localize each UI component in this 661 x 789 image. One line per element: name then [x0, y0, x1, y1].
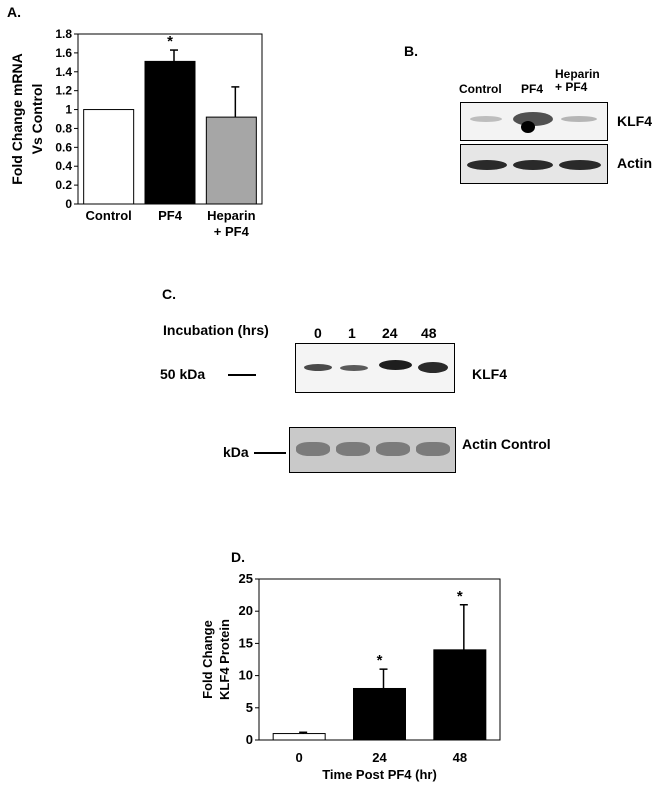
- chart-d-bar: [272, 733, 326, 741]
- blot-b-actin-strip: [460, 144, 608, 184]
- chart-d-category-label: 0: [296, 750, 303, 765]
- blot-b: Control PF4 Heparin + PF4 KLF4 Actin: [455, 66, 655, 191]
- chart-d-y-axis-label: Fold Change: [200, 620, 215, 699]
- chart-d-x-axis-label: Time Post PF4 (hr): [322, 767, 437, 782]
- blot-b-lane-heparin: Heparin + PF4: [555, 67, 600, 94]
- blot-c-klf4-strip: [295, 343, 455, 393]
- blot-c-actin-strip: [289, 427, 456, 473]
- chart-a-y-tick-label: 0: [65, 197, 72, 211]
- blot-c-actin-label: Actin Control: [462, 436, 551, 452]
- blot-c-band: [418, 362, 448, 373]
- blot-b-band: [467, 160, 507, 170]
- blot-b-band: [521, 121, 535, 133]
- chart-d-y-tick-label: 20: [239, 603, 253, 618]
- chart-d-y-tick-label: 10: [239, 668, 253, 683]
- blot-c-lane-48: 48: [421, 325, 437, 341]
- chart-a-category-label: PF4: [158, 208, 183, 223]
- chart-a-y-tick-label: 1.4: [55, 65, 72, 79]
- chart-d: 0 5 10 15 20 25 0 * 24 * 48 Fold Change KLF4 Protein…: [200, 571, 501, 782]
- chart-d-y-axis-label: KLF4 Protein: [217, 619, 232, 700]
- blot-c-band: [416, 442, 450, 456]
- chart-a-y-tick-label: 0.8: [55, 121, 72, 135]
- chart-a-category-label: Heparin: [207, 208, 255, 223]
- blot-c-band: [340, 365, 368, 371]
- chart-a-y-tick-label: 1: [65, 103, 72, 117]
- blot-b-band: [561, 116, 597, 122]
- chart-a-significance-mark: *: [167, 33, 173, 50]
- blot-b-klf4-strip: [460, 102, 608, 141]
- panel-a-label: A.: [7, 4, 21, 20]
- blot-c-band: [304, 364, 332, 371]
- blot-c-marker-kda: kDa: [223, 444, 249, 460]
- panel-b-label: B.: [404, 43, 418, 59]
- blot-c-klf4-label: KLF4: [472, 366, 507, 382]
- panel-d-label: D.: [231, 549, 245, 565]
- blot-b-band: [470, 116, 502, 122]
- chart-a-category-label: + PF4: [214, 224, 250, 239]
- chart-a-y-tick-label: 1.6: [55, 46, 72, 60]
- panel-c-label: C.: [162, 286, 176, 302]
- chart-a-y-tick-label: 1.8: [55, 27, 72, 41]
- blot-b-row-actin: Actin: [617, 155, 652, 171]
- chart-a-category-label: Control: [86, 208, 132, 223]
- chart-a-bar: [83, 109, 135, 205]
- chart-a-bar: [144, 60, 196, 205]
- blot-b-band: [513, 160, 553, 170]
- blot-b-lane-control: Control: [459, 82, 502, 96]
- blot-b-lane-pf4: PF4: [521, 82, 544, 96]
- blot-c-band: [336, 442, 370, 456]
- blot-b-row-klf4: KLF4: [617, 113, 652, 129]
- chart-d-bar: [353, 687, 406, 741]
- blot-c-band: [376, 442, 410, 456]
- chart-d-y-tick-label: 15: [239, 635, 253, 650]
- chart-d-bar: [433, 649, 487, 741]
- chart-a: 0 0.2 0.4 0.6 0.8 1 1.2 1.4 1.6 1.8 Control * PF4 Hep…: [9, 27, 263, 239]
- blot-c-marker-line: [254, 452, 286, 454]
- chart-a-y-tick-label: 0.4: [55, 159, 72, 173]
- chart-d-y-tick-label: 25: [239, 571, 253, 586]
- blot-c-band: [296, 442, 330, 456]
- chart-d-significance-mark: *: [377, 652, 383, 669]
- blot-c-header: Incubation (hrs): [163, 322, 269, 338]
- chart-a-y-tick-label: 0.6: [55, 140, 72, 154]
- chart-a-y-axis-label: Fold Change mRNA: [9, 53, 25, 184]
- chart-d-significance-mark: *: [457, 588, 463, 605]
- chart-a-y-tick-label: 1.2: [55, 84, 72, 98]
- chart-a-y-axis-label: Vs Control: [29, 84, 45, 155]
- chart-a-y-tick-label: 0.2: [55, 178, 72, 192]
- blot-c-marker-line: [228, 374, 256, 376]
- chart-d-y-tick-label: 0: [246, 732, 253, 747]
- chart-d-y-tick-label: 5: [246, 700, 253, 715]
- blot-c-band: [379, 360, 412, 370]
- chart-d-category-label: 24: [372, 750, 387, 765]
- blot-c-marker-50kda: 50 kDa: [160, 366, 206, 382]
- blot-c-lane-0: 0: [314, 325, 322, 341]
- chart-a-bar: [205, 116, 257, 205]
- blot-b-band: [559, 160, 601, 170]
- blot-c-lane-1: 1: [348, 325, 356, 341]
- chart-d-category-label: 48: [453, 750, 467, 765]
- blot-c-lane-24: 24: [382, 325, 398, 341]
